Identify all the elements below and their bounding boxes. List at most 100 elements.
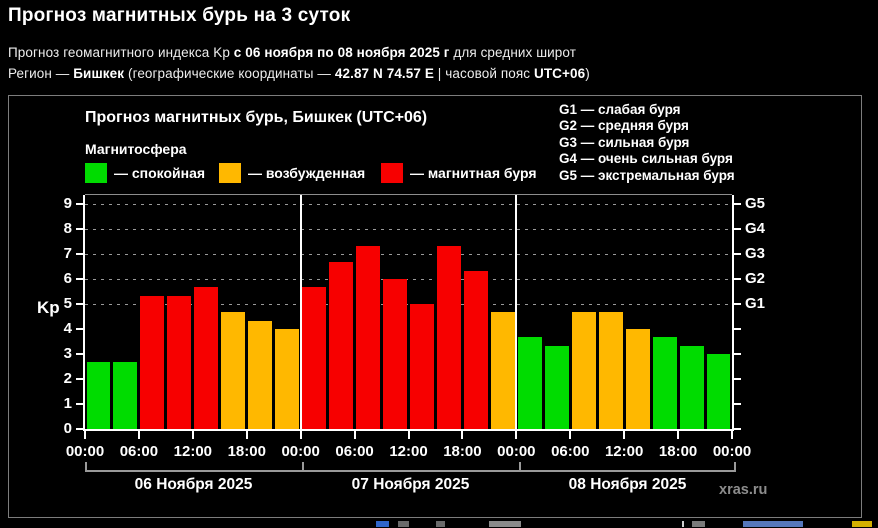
kp-bar bbox=[221, 312, 246, 429]
kp-bar bbox=[436, 245, 461, 429]
x-tick bbox=[515, 431, 518, 439]
clipped-footer-fragment bbox=[436, 521, 445, 527]
legend-swatch-storm bbox=[381, 162, 403, 183]
clipped-footer-fragment bbox=[692, 521, 705, 527]
region-label: Регион — bbox=[8, 66, 74, 81]
kp-bar bbox=[706, 354, 731, 429]
g-label-g3: G3 bbox=[745, 245, 766, 262]
x-tick bbox=[461, 431, 464, 439]
y-tick-right bbox=[734, 378, 741, 380]
y-tick-label: 8 bbox=[63, 220, 72, 237]
day-boundary-tick bbox=[734, 462, 736, 470]
y-tick-left bbox=[76, 328, 83, 330]
clipped-footer-fragment bbox=[682, 521, 684, 527]
day-axis-line: 06 Ноября 2025 07 Ноября 2025 08 Ноября 20… bbox=[85, 462, 736, 493]
y-tick-left bbox=[76, 353, 83, 355]
gridline-kp7 bbox=[85, 254, 732, 255]
y-tick-right bbox=[734, 278, 741, 280]
chart-panel: Прогноз магнитных бурь, Бишкек (UTC+06) … bbox=[8, 95, 862, 518]
day-label: 07 Ноября 2025 bbox=[351, 476, 470, 493]
timezone-value: UTC+06 bbox=[533, 66, 586, 81]
gridline-kp6 bbox=[85, 279, 732, 280]
kp-bar bbox=[167, 295, 192, 429]
g-label-g2: G2 bbox=[745, 270, 766, 287]
kp-bar bbox=[248, 320, 273, 429]
kp-bar bbox=[598, 312, 623, 429]
xras-watermark: xras.ru bbox=[719, 482, 768, 498]
kp-bar bbox=[679, 345, 704, 429]
y-axis-title: Kp bbox=[37, 298, 60, 317]
y-tick-label: 3 bbox=[63, 345, 72, 362]
time-label: 00:00 bbox=[65, 443, 105, 460]
y-tick-right bbox=[734, 203, 741, 205]
x-tick bbox=[677, 431, 680, 439]
y-tick-label: 7 bbox=[63, 245, 72, 262]
plot-area: 0 1 2 3 4 5 6 7 8 9 G1 G2 G3 G4 G5 00:00 06:00 12:00 18:00… bbox=[64, 194, 765, 460]
forecast-subtitle: Прогноз геомагнитного индекса Kp с 06 но… bbox=[8, 45, 576, 60]
y-axis-right bbox=[732, 195, 734, 431]
kp-bar bbox=[571, 312, 596, 429]
y-tick-label: 5 bbox=[63, 295, 72, 312]
page-title: Прогноз магнитных бурь на 3 суток bbox=[8, 5, 351, 26]
magnetosphere-label: Магнитосфера bbox=[85, 141, 187, 157]
g-label-g4: G4 bbox=[745, 220, 766, 237]
x-tick bbox=[731, 431, 733, 439]
y-tick-left bbox=[76, 253, 83, 255]
y-tick-right bbox=[734, 228, 741, 230]
kp-bar bbox=[463, 270, 488, 429]
y-axis-left bbox=[83, 195, 85, 431]
kp-bar bbox=[652, 337, 677, 429]
clipped-footer-fragment bbox=[398, 521, 409, 527]
clipped-footer-fragment bbox=[376, 521, 389, 527]
region-name: Бишкек bbox=[73, 66, 125, 81]
g-label-g5: G5 bbox=[745, 195, 766, 212]
subtitle-date-range: с 06 ноября по 08 ноября 2025 г bbox=[233, 45, 450, 60]
legend-item-quiet: — спокойная bbox=[85, 162, 205, 183]
kp-bar bbox=[383, 279, 407, 429]
x-axis bbox=[83, 429, 734, 431]
time-label: 00:00 bbox=[281, 443, 320, 460]
g-legend-item-2: G2 — средняя буря bbox=[559, 118, 689, 134]
y-tick-right bbox=[734, 403, 741, 405]
time-label: 06:00 bbox=[551, 443, 590, 460]
kp-bar bbox=[625, 329, 650, 429]
y-tick-right bbox=[734, 253, 741, 255]
kp-bar bbox=[410, 304, 434, 429]
kp-bar bbox=[113, 362, 138, 429]
y-tick-label: 6 bbox=[63, 270, 72, 287]
time-label: 06:00 bbox=[335, 443, 374, 460]
time-label: 18:00 bbox=[227, 443, 266, 460]
x-tick bbox=[137, 431, 140, 439]
kp-bar bbox=[356, 245, 381, 429]
subtitle-prefix: Прогноз геомагнитного индекса Kp bbox=[8, 45, 234, 60]
legend-item-storm: — магнитная буря bbox=[381, 162, 537, 183]
x-tick bbox=[299, 431, 302, 439]
x-tick bbox=[191, 431, 194, 439]
legend-label-storm: — магнитная буря bbox=[410, 164, 537, 181]
y-tick-left bbox=[76, 303, 83, 305]
timezone-label: | часовой пояс bbox=[433, 66, 534, 81]
time-label: 12:00 bbox=[604, 443, 644, 460]
x-tick bbox=[407, 431, 410, 439]
clipped-footer-fragment bbox=[743, 521, 803, 527]
x-tick bbox=[569, 431, 572, 439]
subtitle-suffix: для средних широт bbox=[449, 45, 576, 60]
day-label: 06 Ноября 2025 bbox=[134, 476, 253, 493]
kp-bar bbox=[544, 345, 569, 429]
clipped-footer-fragment bbox=[489, 521, 521, 527]
y-tick-right bbox=[734, 353, 741, 355]
kp-bar bbox=[140, 295, 165, 429]
y-tick-right bbox=[734, 428, 741, 430]
time-label: 18:00 bbox=[443, 443, 482, 460]
x-tick bbox=[84, 431, 86, 439]
day-label: 08 Ноября 2025 bbox=[568, 476, 687, 493]
gridline-kp5 bbox=[85, 304, 732, 305]
g-scale-legend: G1 — слабая буря G2 — средняя буря G3 — си… bbox=[559, 102, 735, 184]
gridline-kp8 bbox=[85, 229, 732, 230]
time-label: 00:00 bbox=[712, 443, 752, 460]
y-tick-label: 2 bbox=[63, 370, 72, 387]
chart-title: Прогноз магнитных бурь, Бишкек (UTC+06) bbox=[85, 109, 428, 126]
region-close-paren: ) bbox=[585, 66, 590, 81]
kp-bar bbox=[302, 287, 327, 429]
x-tick bbox=[245, 431, 248, 439]
